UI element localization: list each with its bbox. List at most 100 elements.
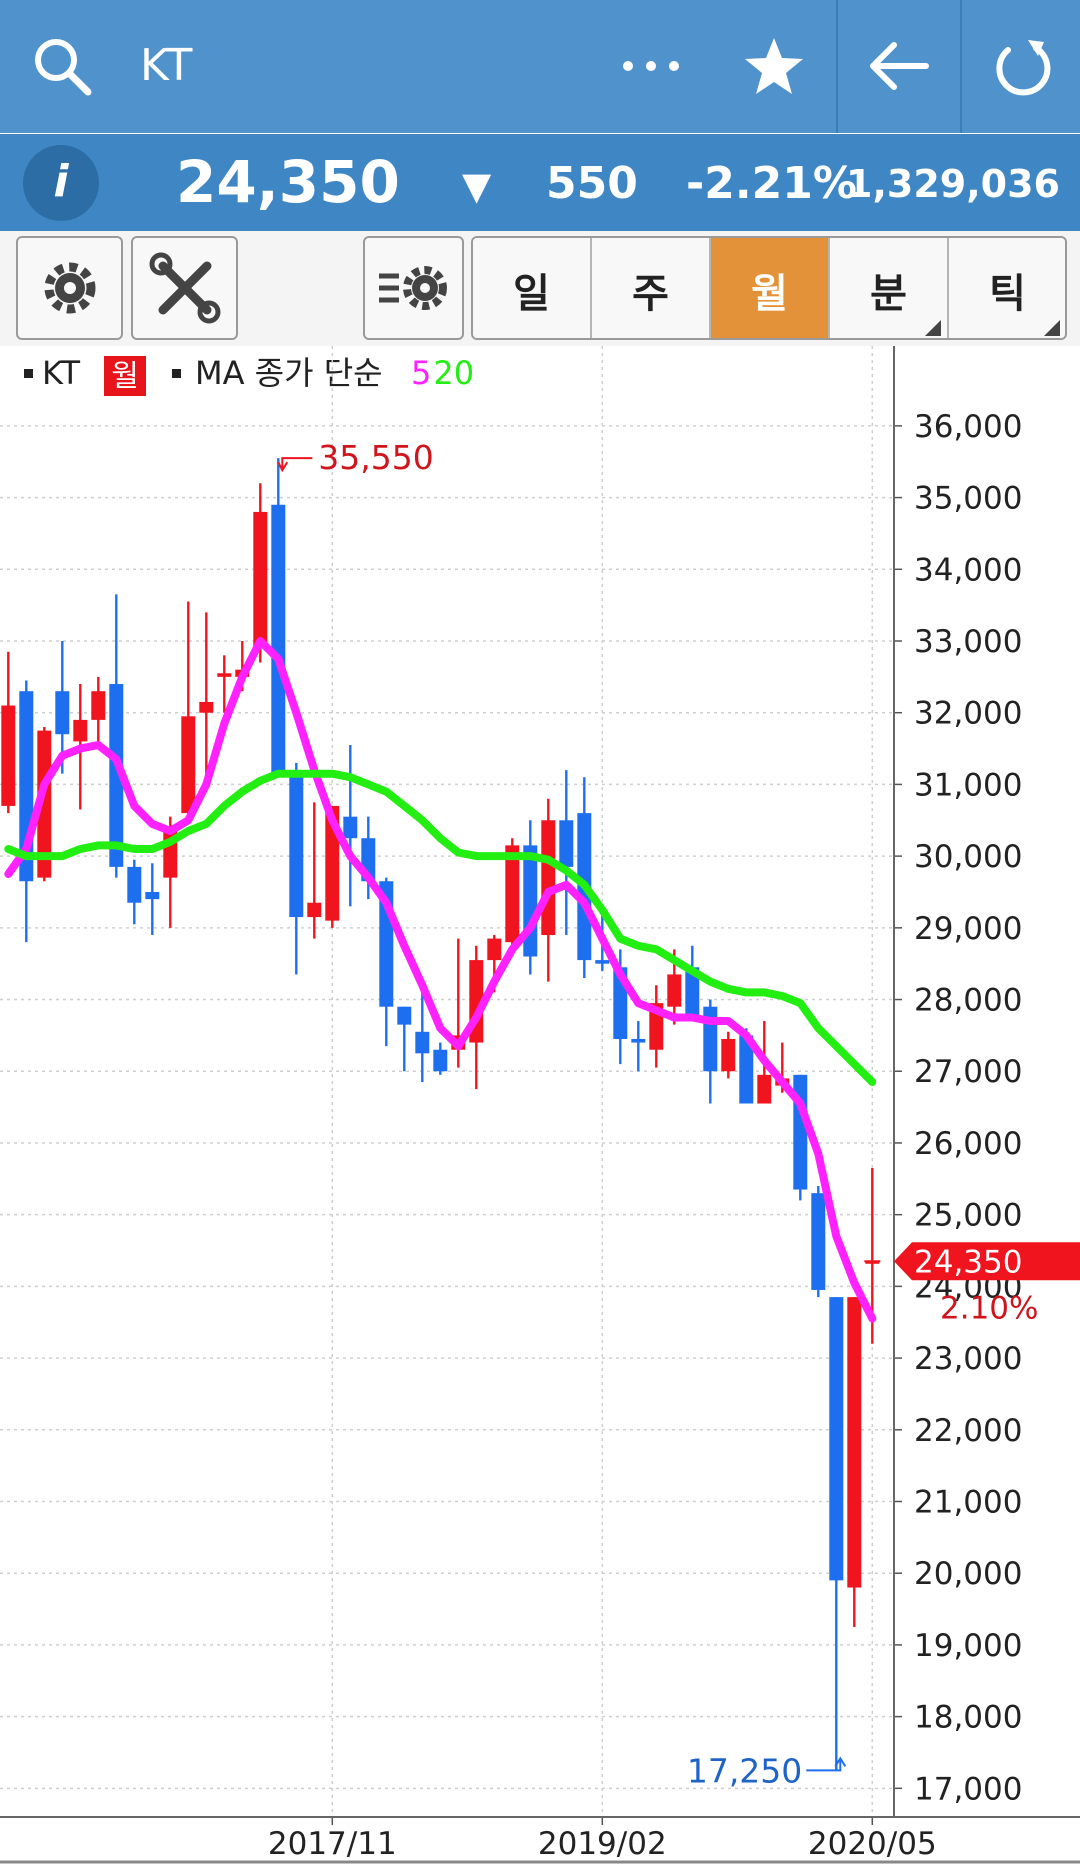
candle-body <box>631 1038 646 1043</box>
price-bar: i 24,350 ▼ 550 -2.21% 1,329,036 <box>0 134 1080 231</box>
y-tick-label: 25,000 <box>914 1198 1022 1234</box>
tools-button[interactable] <box>131 236 238 340</box>
period-button[interactable]: 주 <box>592 238 711 338</box>
candle-body <box>721 1038 736 1072</box>
candle-body <box>397 1006 412 1025</box>
indicator-button[interactable] <box>363 236 464 340</box>
y-tick-label: 32,000 <box>914 696 1022 732</box>
candle-body <box>739 1035 754 1104</box>
candle-body <box>271 504 286 774</box>
y-tick-label: 36,000 <box>914 409 1022 445</box>
back-icon[interactable] <box>866 40 930 92</box>
y-tick-label: 17,000 <box>914 1771 1022 1807</box>
candle-body <box>343 816 358 839</box>
direction: ▼ <box>462 164 492 208</box>
legend-ma: MA 종가 단순 <box>195 354 383 392</box>
candle-body <box>559 820 574 867</box>
legend-bullet <box>24 369 33 378</box>
legend-period: 월 <box>111 359 139 394</box>
y-tick-label: 26,000 <box>914 1126 1022 1162</box>
separator <box>836 0 838 133</box>
y-tick-label: 27,000 <box>914 1054 1022 1090</box>
settings-button[interactable] <box>16 236 123 340</box>
y-tick-label: 30,000 <box>914 839 1022 875</box>
candle-body <box>811 1193 826 1290</box>
ma-line <box>4 637 877 1323</box>
tools-icon <box>149 252 221 324</box>
candle-body <box>757 1074 772 1104</box>
y-tick-label: 20,000 <box>914 1556 1022 1592</box>
y-tick-label: 29,000 <box>914 911 1022 947</box>
candle-body <box>595 960 610 964</box>
candle-body <box>865 1261 880 1264</box>
low-marker-arrow <box>806 1756 847 1772</box>
candle-body <box>253 511 268 649</box>
low-marker-label: 17,250 <box>687 1751 802 1790</box>
svg-text:i: i <box>53 156 69 207</box>
high-marker-label: 35,550 <box>318 438 433 477</box>
last-change-label: 2.10% <box>940 1290 1038 1326</box>
candle-body <box>217 673 232 677</box>
last-price-tag <box>894 1242 1080 1281</box>
candle-body <box>199 701 214 713</box>
candle-body <box>145 891 160 900</box>
top-bar: KT <box>0 0 1080 133</box>
x-tick-label: 2017/11 <box>268 1826 397 1862</box>
y-tick-label: 21,000 <box>914 1484 1022 1520</box>
refresh-icon[interactable] <box>992 36 1054 98</box>
legend-ma-period: 5 <box>411 354 431 392</box>
candle-body <box>127 866 142 903</box>
candle-body <box>433 1049 448 1072</box>
legend-period-bg <box>104 356 146 396</box>
ma-line <box>4 769 877 1086</box>
period-button[interactable]: 틱 <box>949 238 1065 338</box>
candle-body <box>487 938 502 961</box>
gear-icon <box>44 262 96 314</box>
legend-stock: KT <box>42 354 81 392</box>
search-icon[interactable] <box>30 34 94 98</box>
candle-body <box>541 820 556 935</box>
stock-name: KT <box>140 40 193 91</box>
period-button[interactable]: 분 <box>830 238 949 338</box>
candle-body <box>55 691 70 735</box>
y-tick-label: 18,000 <box>914 1700 1022 1736</box>
candle-body <box>415 1031 430 1054</box>
candle-body <box>505 845 520 943</box>
indicator-icon <box>379 266 447 310</box>
corner-mark <box>925 320 941 336</box>
corner-mark <box>1044 320 1060 336</box>
candle-body <box>91 691 106 720</box>
separator <box>960 0 962 133</box>
y-tick-label: 31,000 <box>914 767 1022 803</box>
favorite-icon[interactable] <box>743 36 805 96</box>
y-tick-label: 33,000 <box>914 624 1022 660</box>
high-marker-arrow <box>277 457 313 473</box>
y-tick-label: 35,000 <box>914 481 1022 517</box>
chart: KT 월 MA 종가 단순 5 20 17,000 18,000 19,000 20,00… <box>0 346 1080 1864</box>
change-pct: -2.21% <box>686 158 857 209</box>
last-price-label: 24,350 <box>914 1244 1022 1280</box>
y-tick-label: 23,000 <box>914 1341 1022 1377</box>
y-tick-label: 22,000 <box>914 1413 1022 1449</box>
candle-body <box>667 974 682 1007</box>
change: 550 <box>546 158 638 209</box>
candle-body <box>1 705 16 806</box>
more-icon[interactable] <box>620 56 682 76</box>
period-button[interactable]: 일 <box>473 238 592 338</box>
x-tick-label: 2020/05 <box>808 1826 937 1862</box>
info-icon[interactable]: i <box>22 144 100 222</box>
period-button[interactable]: 월 <box>711 238 830 338</box>
legend-bullet <box>172 369 181 378</box>
y-tick-label: 19,000 <box>914 1628 1022 1664</box>
candle-body <box>109 684 124 867</box>
legend-ma-period: 20 <box>433 354 474 392</box>
y-tick-label: 28,000 <box>914 983 1022 1019</box>
candle-body <box>73 719 88 742</box>
candle-body <box>847 1297 862 1588</box>
candle-body <box>181 716 196 814</box>
candle-body <box>37 730 52 878</box>
y-tick-label: 34,000 <box>914 552 1022 588</box>
